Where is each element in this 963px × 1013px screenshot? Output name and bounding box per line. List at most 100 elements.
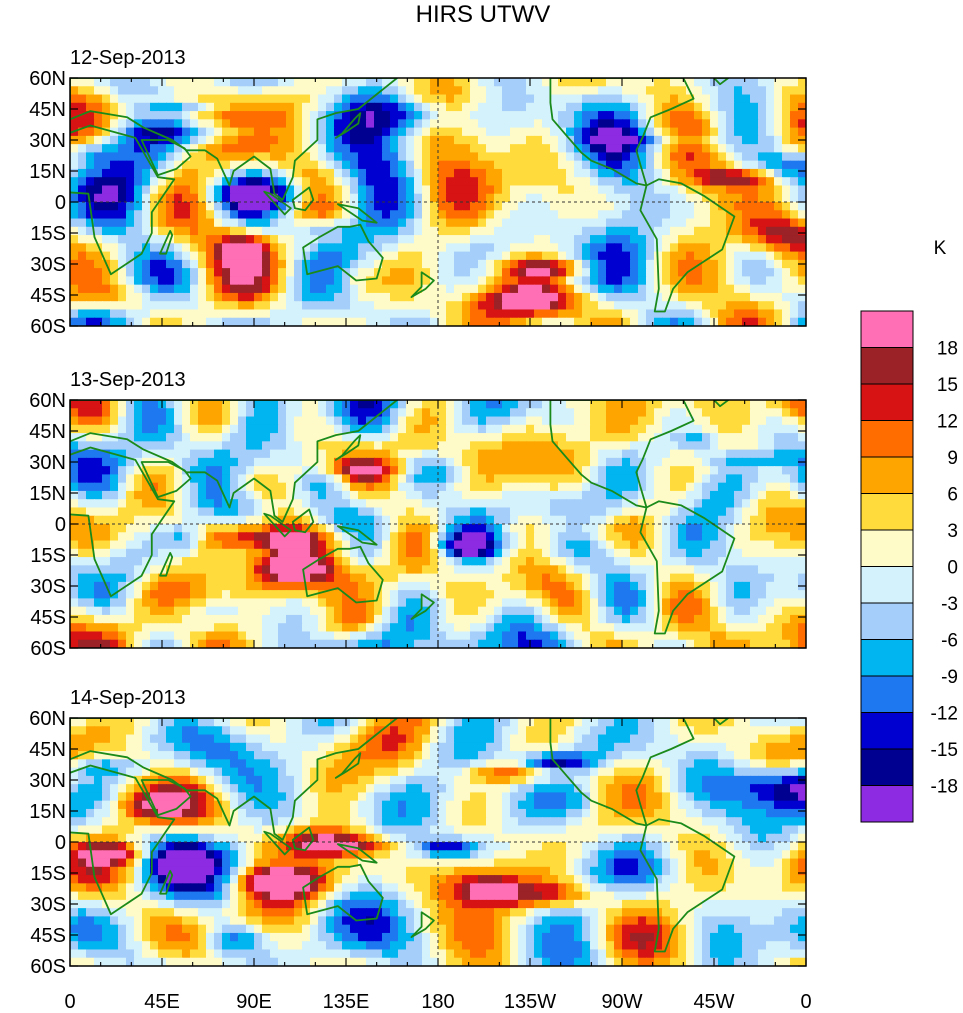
field-cell bbox=[198, 111, 207, 120]
field-cell bbox=[374, 235, 383, 244]
field-cell bbox=[726, 86, 735, 96]
field-cell bbox=[326, 259, 335, 269]
y-tick-label: 60S bbox=[30, 316, 66, 338]
field-cell bbox=[542, 111, 551, 120]
field-cell bbox=[238, 499, 247, 509]
field-cell bbox=[262, 441, 271, 451]
field-cell bbox=[78, 524, 87, 533]
field-cell bbox=[278, 524, 287, 533]
field-cell bbox=[566, 441, 575, 451]
field-cell bbox=[398, 102, 407, 112]
field-cell bbox=[726, 466, 735, 475]
field-cell bbox=[478, 268, 487, 277]
field-cell bbox=[94, 457, 103, 467]
field-cell bbox=[422, 424, 431, 434]
field-cell bbox=[446, 573, 455, 583]
field-cell bbox=[110, 565, 119, 575]
field-cell bbox=[446, 119, 455, 129]
field-cell bbox=[398, 119, 407, 129]
field-cell bbox=[622, 424, 631, 434]
field-cell bbox=[758, 540, 767, 550]
field-cell bbox=[550, 416, 559, 426]
field-cell bbox=[470, 177, 479, 187]
field-cell bbox=[750, 515, 759, 525]
field-cell bbox=[582, 226, 591, 236]
field-cell bbox=[126, 532, 135, 542]
field-cell bbox=[326, 185, 335, 195]
field-cell bbox=[582, 565, 591, 575]
field-cell bbox=[390, 548, 399, 558]
field-cell bbox=[278, 127, 287, 137]
field-cell bbox=[646, 441, 655, 451]
field-cell bbox=[206, 490, 215, 500]
field-cell bbox=[774, 490, 783, 500]
field-cell bbox=[758, 168, 767, 178]
field-cell bbox=[718, 177, 727, 187]
field-cell bbox=[558, 193, 567, 203]
field-cell bbox=[174, 441, 183, 451]
field-cell bbox=[278, 202, 287, 211]
field-cell bbox=[454, 557, 463, 566]
field-cell bbox=[94, 210, 103, 220]
field-cell bbox=[118, 474, 127, 484]
field-cell bbox=[606, 185, 615, 195]
field-cell bbox=[454, 532, 463, 542]
field-cell bbox=[438, 565, 447, 575]
field-cell bbox=[486, 202, 495, 211]
field-cell bbox=[270, 301, 279, 311]
field-cell bbox=[718, 168, 727, 178]
field-cell bbox=[270, 424, 279, 434]
field-cell bbox=[262, 490, 271, 500]
field-cell bbox=[454, 548, 463, 558]
field-cell bbox=[622, 102, 631, 112]
field-cell bbox=[270, 243, 279, 253]
field-cell bbox=[406, 268, 415, 277]
field-cell bbox=[238, 177, 247, 187]
field-cell bbox=[358, 119, 367, 129]
field-cell bbox=[198, 532, 207, 542]
field-cell bbox=[654, 433, 663, 442]
field-cell bbox=[550, 565, 559, 575]
field-cell bbox=[302, 301, 311, 311]
field-cell bbox=[358, 78, 367, 87]
field-cell bbox=[782, 235, 791, 244]
field-cell bbox=[222, 218, 231, 228]
field-cell bbox=[582, 317, 591, 326]
field-cell bbox=[294, 441, 303, 451]
field-cell bbox=[534, 557, 543, 566]
field-cell bbox=[782, 557, 791, 566]
field-cell bbox=[710, 515, 719, 525]
field-cell bbox=[694, 515, 703, 525]
field-cell bbox=[798, 474, 806, 484]
field-cell bbox=[558, 160, 567, 170]
field-cell bbox=[750, 408, 759, 418]
field-cell bbox=[358, 548, 367, 558]
field-cell bbox=[246, 152, 255, 162]
field-cell bbox=[262, 524, 271, 533]
field-cell bbox=[350, 185, 359, 195]
field-cell bbox=[734, 507, 743, 517]
field-cell bbox=[278, 243, 287, 253]
field-cell bbox=[534, 490, 543, 500]
field-cell bbox=[398, 309, 407, 319]
field-cell bbox=[358, 565, 367, 575]
field-cell bbox=[366, 400, 375, 409]
field-cell bbox=[446, 532, 455, 542]
field-cell bbox=[406, 78, 415, 87]
field-cell bbox=[662, 540, 671, 550]
field-cell bbox=[222, 490, 231, 500]
field-cell bbox=[390, 416, 399, 426]
field-cell bbox=[278, 408, 287, 418]
field-cell bbox=[518, 259, 527, 269]
field-cell bbox=[582, 259, 591, 269]
field-cell bbox=[742, 235, 751, 244]
field-cell bbox=[670, 408, 679, 418]
field-cell bbox=[614, 251, 623, 261]
field-cell bbox=[358, 259, 367, 269]
field-cell bbox=[334, 292, 343, 302]
field-cell bbox=[686, 532, 695, 542]
field-cell bbox=[350, 490, 359, 500]
field-cell bbox=[286, 86, 295, 96]
field-cell bbox=[766, 424, 775, 434]
field-cell bbox=[318, 177, 327, 187]
